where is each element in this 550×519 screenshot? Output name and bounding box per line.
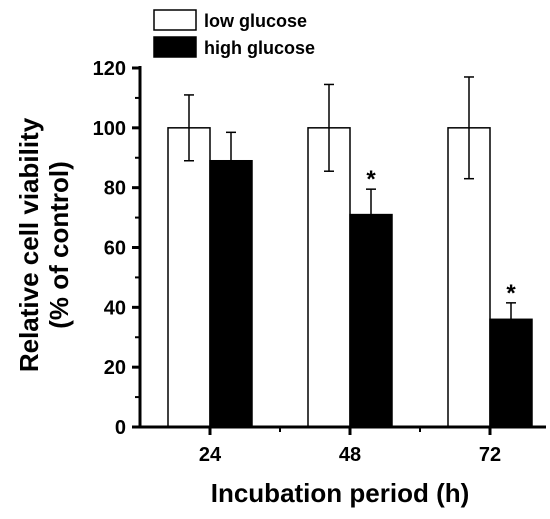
bar [349,213,393,428]
bar [307,127,351,428]
y-tick-label: 0 [115,417,126,439]
bar [209,159,253,428]
y-tick-label: 20 [104,357,126,379]
x-ticks: 24 48 72 [199,427,501,466]
y-tick-label: 40 [104,297,126,319]
y-axis-title-line1: Relative cell viability [14,117,44,372]
bar [167,127,211,428]
y-tick-label: 100 [93,118,126,140]
bars-layer: ** [167,76,533,428]
y-tick-label: 120 [93,58,126,80]
significance-mark: * [506,280,516,307]
legend-swatch [153,9,197,31]
x-axis-title: Incubation period (h) [211,478,470,508]
y-axis-title-line2: (% of control) [44,161,74,329]
significance-mark: * [366,166,376,193]
legend: low glucose high glucose [153,9,315,58]
y-ticks: 0 20 40 60 80 100 120 [93,58,140,439]
x-tick-label: 48 [339,444,361,466]
legend-label: low glucose [204,11,307,31]
x-tick-label: 24 [199,444,222,466]
legend-swatch [153,36,197,58]
y-tick-label: 60 [104,238,126,260]
legend-label: high glucose [204,38,315,58]
y-tick-label: 80 [104,178,126,200]
x-tick-label: 72 [479,444,501,466]
y-axis-title: Relative cell viability (% of control) [14,117,74,372]
bar [489,318,533,428]
